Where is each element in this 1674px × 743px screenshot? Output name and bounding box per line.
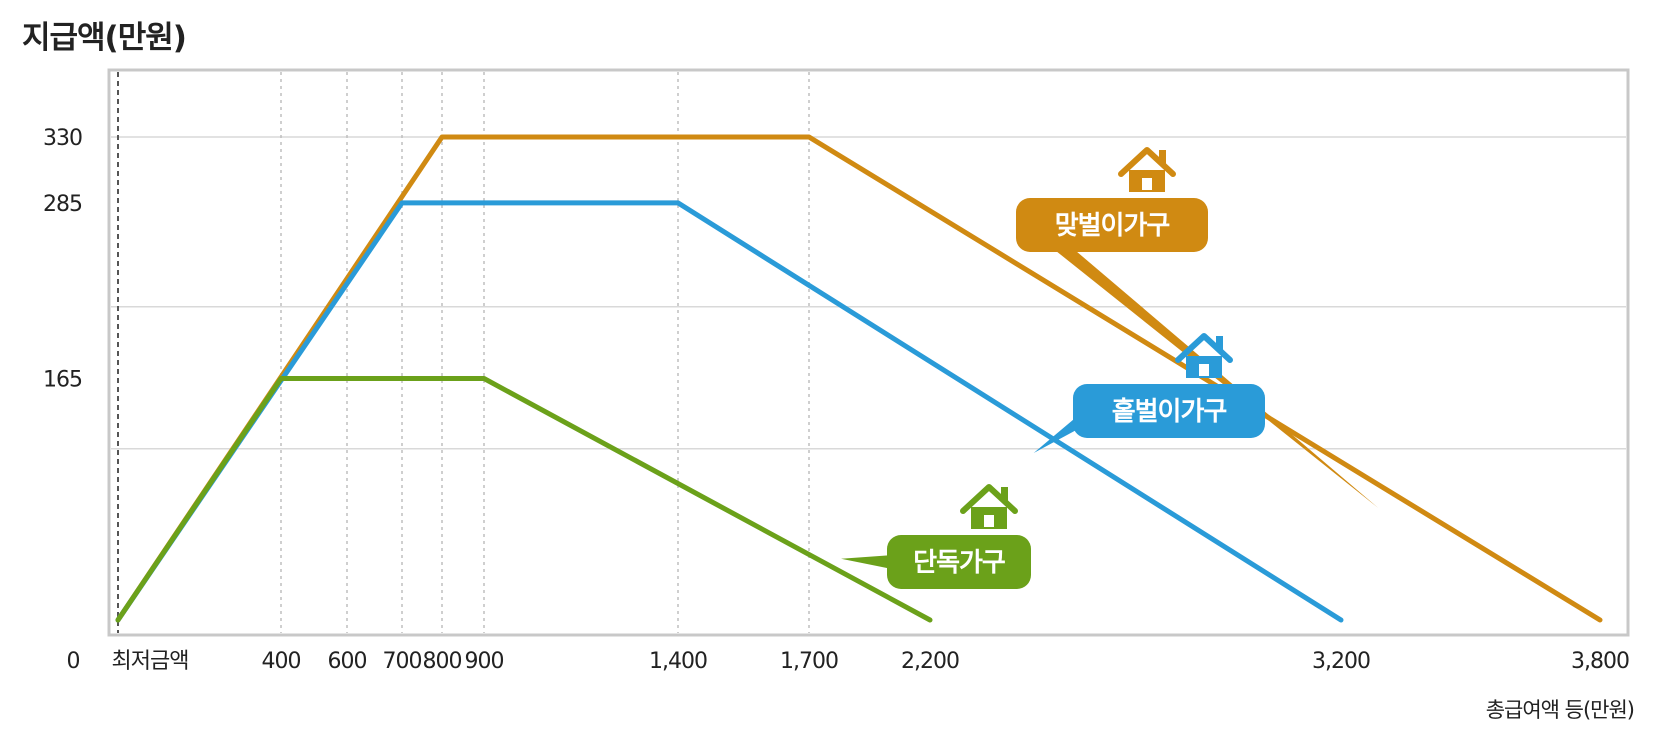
x-tick-label: 400 — [262, 649, 301, 674]
series-line — [115, 376, 933, 623]
x-tick-label: 3,800 — [1571, 649, 1629, 674]
plot-area — [107, 68, 1630, 637]
series-label: 맞벌이가구 — [1016, 147, 1379, 509]
house-icon — [960, 484, 1018, 529]
x-first-label: 최저금액 — [112, 649, 189, 674]
label-badge — [887, 535, 1031, 589]
house-icon — [1175, 333, 1233, 378]
x-axis-title: 총급여액 등(만원) — [1485, 698, 1635, 722]
x-tick-label: 700 — [383, 649, 422, 674]
x-tick-label: 1,400 — [649, 649, 707, 674]
y-axis-title: 지급액(만원) — [22, 20, 187, 56]
x-tick-label: 1,700 — [780, 649, 838, 674]
x-tick-label: 3,200 — [1312, 649, 1370, 674]
label-badge — [1016, 198, 1208, 252]
y-tick-label: 330 — [43, 126, 82, 151]
label-pointer — [1036, 217, 1379, 509]
series-name: 홑벌이가구 — [1112, 397, 1227, 427]
label-badge — [1073, 384, 1265, 438]
house-icon — [1118, 147, 1176, 192]
series-label: 홑벌이가구 — [1033, 333, 1265, 453]
x-tick-label: 600 — [328, 649, 367, 674]
series-name: 단독가구 — [913, 548, 1005, 578]
x-tick-label: 800 — [423, 649, 462, 674]
x-tick-label: 900 — [465, 649, 504, 674]
series-label: 단독가구 — [841, 484, 1031, 589]
series-name: 맞벌이가구 — [1055, 211, 1170, 241]
y-tick-label: 165 — [43, 368, 82, 393]
x-tick-label: 2,200 — [901, 649, 959, 674]
y-tick-label: 285 — [43, 192, 82, 217]
origin-label: 0 — [67, 649, 80, 674]
